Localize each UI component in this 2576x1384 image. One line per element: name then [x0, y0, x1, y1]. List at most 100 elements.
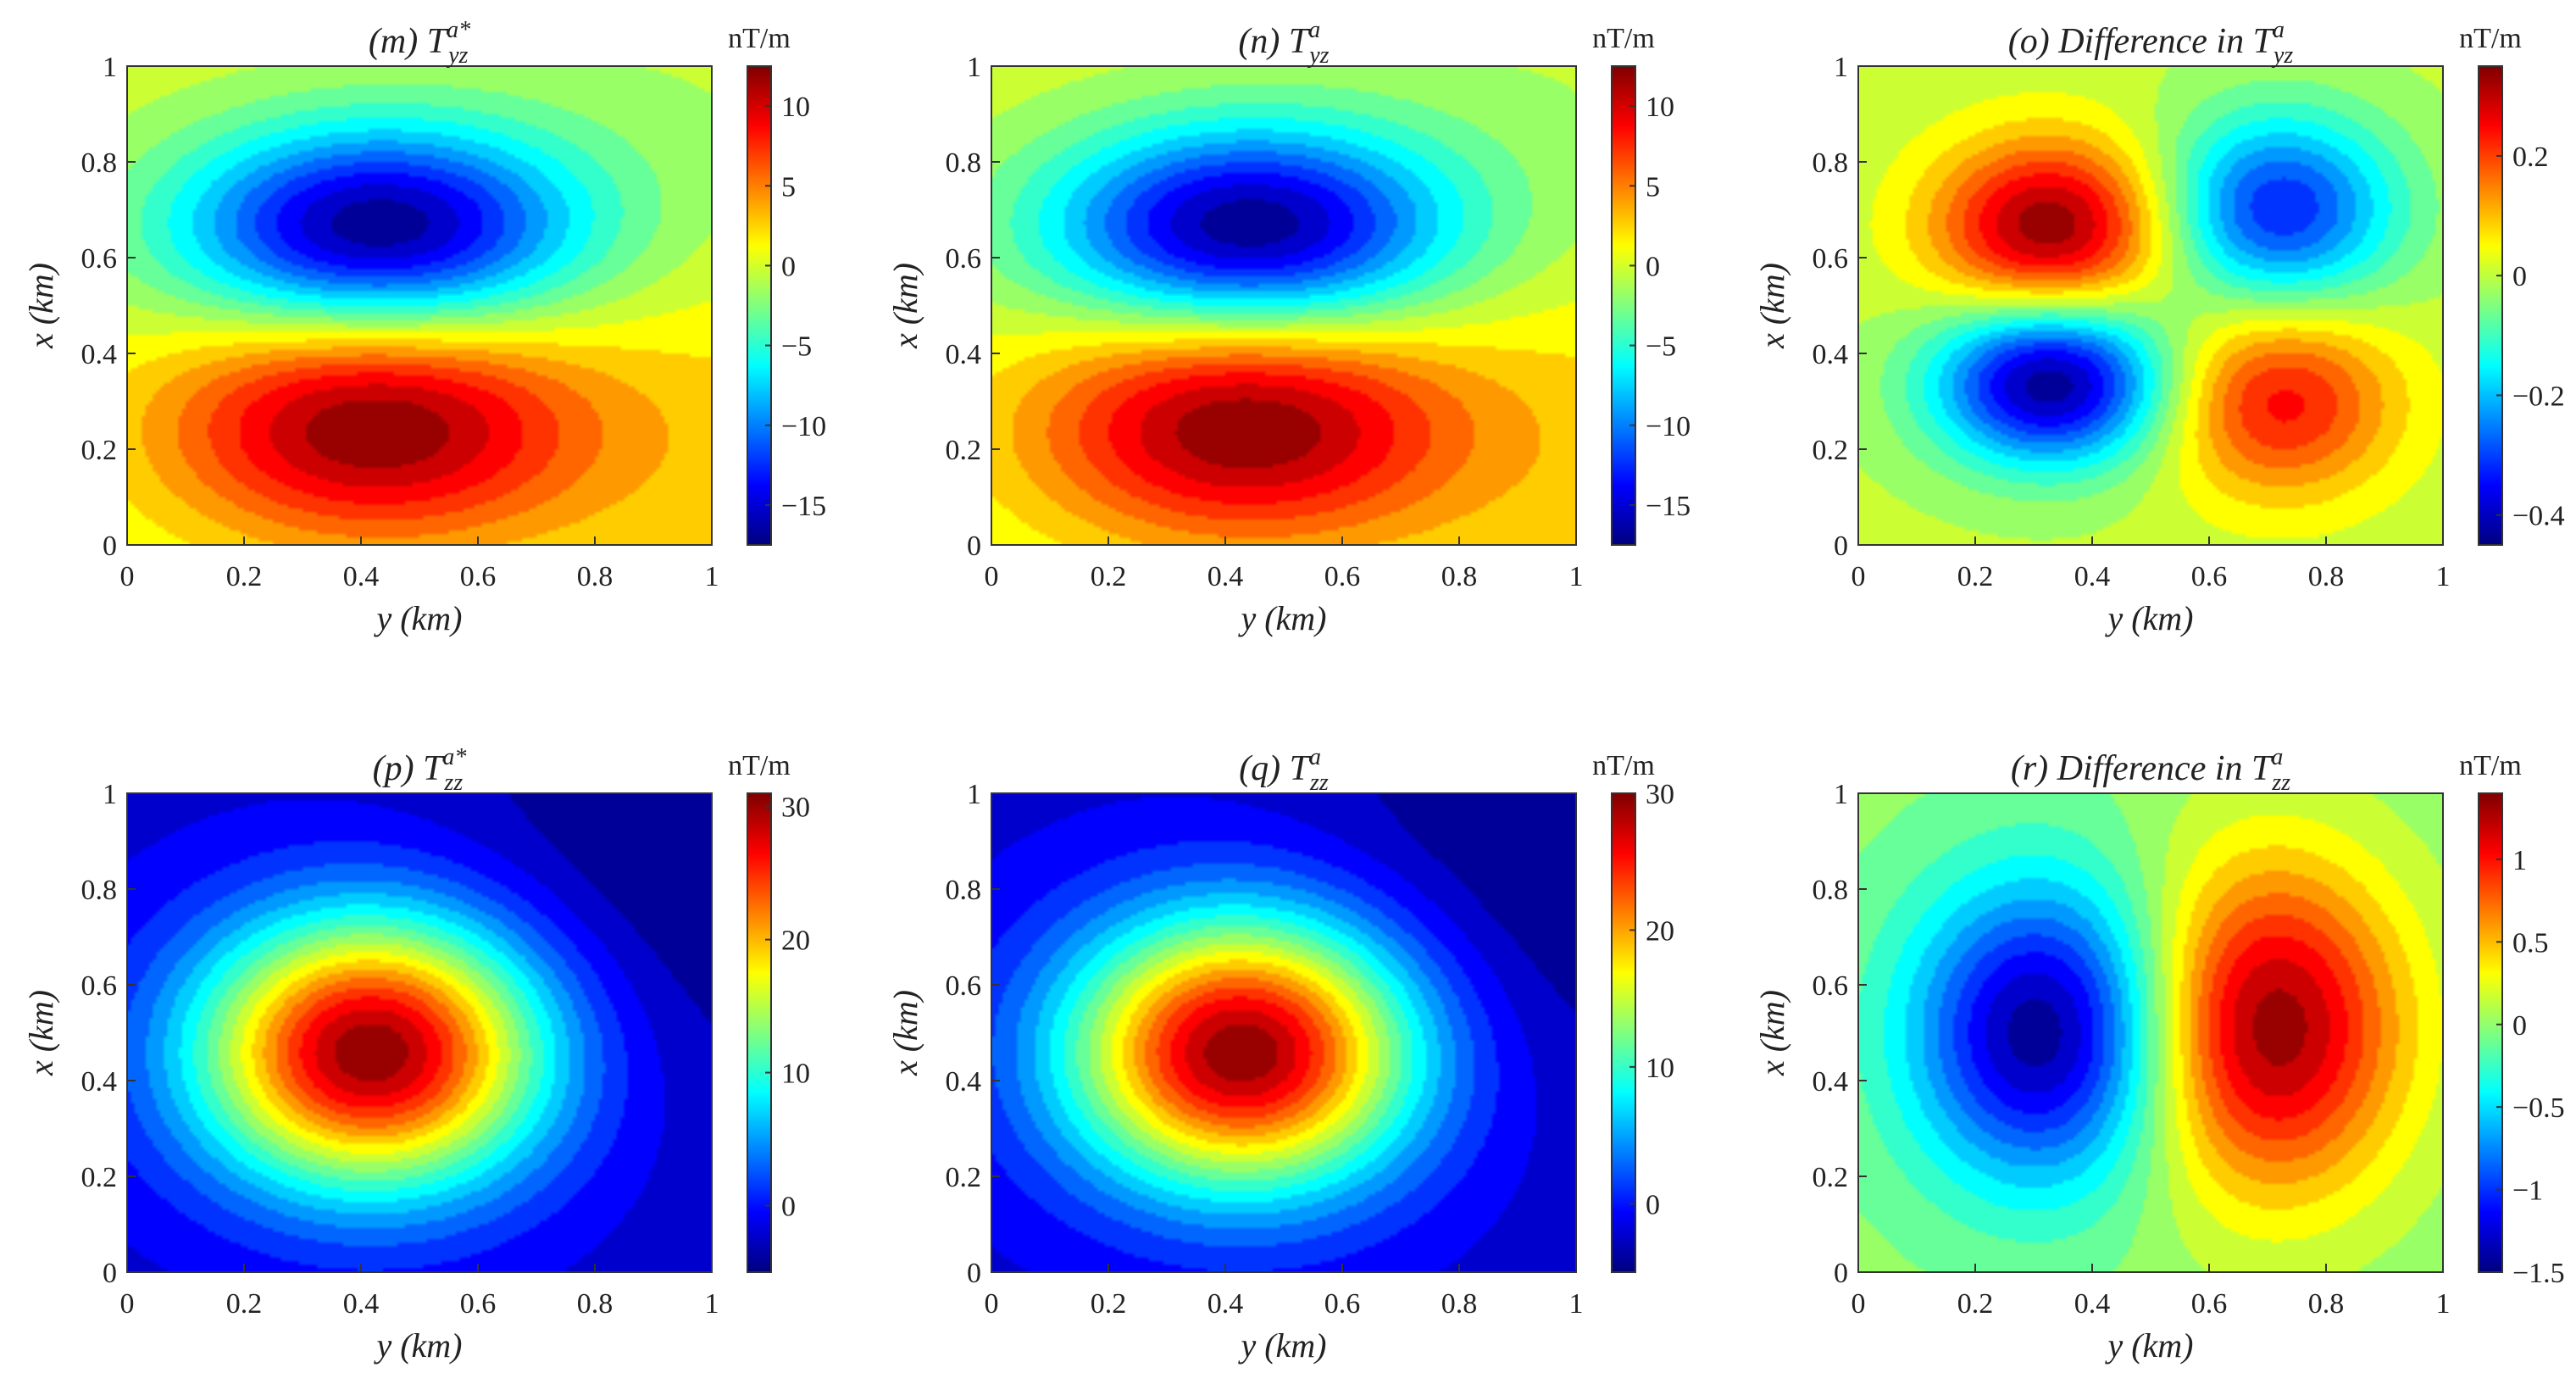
y-axis-label: x (km) — [22, 990, 60, 1076]
plot-frame — [991, 792, 1577, 1273]
y-tick-label: 0.8 — [81, 147, 118, 179]
colorbar-unit-label: nT/m — [728, 23, 791, 54]
title-symbol: T — [423, 749, 445, 788]
x-tick-label: 0.4 — [1208, 561, 1244, 592]
y-tick-label: 1 — [1834, 779, 1848, 810]
colorbar-tick-label: −5 — [781, 331, 812, 363]
x-tick-label: 0.8 — [577, 561, 613, 592]
x-tick-label: 0.2 — [1091, 561, 1127, 592]
x-tick-label: 0.2 — [226, 1288, 263, 1320]
y-axis-label: x (km) — [22, 263, 60, 349]
x-tick-label: 0.2 — [226, 561, 263, 592]
contour-map — [127, 793, 712, 1272]
title-subscript: yz — [1307, 42, 1329, 69]
x-tick-label: 1 — [1569, 561, 1584, 592]
x-tick-label: 0.8 — [2308, 1288, 2345, 1320]
x-tick-label: 0.4 — [1208, 1288, 1244, 1320]
x-tick-label: 0.2 — [1957, 1288, 1994, 1320]
x-tick-label: 1 — [705, 1288, 719, 1320]
y-tick-label: 0.4 — [1813, 339, 1849, 370]
title-subscript: zz — [1309, 770, 1329, 796]
colorbar-tick-label: −15 — [1646, 491, 1690, 522]
y-tick-label: 0.8 — [1813, 875, 1849, 906]
panel-1: 0 0.2 0.4 0.6 0.8 100.20.40.60.81y (km)x (km)… — [886, 17, 1690, 637]
y-tick-label: 0.8 — [946, 875, 982, 906]
colorbar-tick-label: 30 — [781, 792, 810, 824]
y-axis-label: x (km) — [1753, 990, 1791, 1076]
colorbar-tick-label: 10 — [1646, 92, 1674, 123]
title-label: (o) Difference in — [2008, 22, 2253, 61]
y-tick-label: 0.6 — [1813, 970, 1849, 1002]
colorbar-tick-label: −0.4 — [2512, 501, 2565, 532]
x-tick-label: 0.6 — [460, 561, 497, 592]
colorbar-unit-label: nT/m — [2459, 23, 2522, 54]
colorbar-unit-label: nT/m — [1592, 23, 1655, 54]
y-tick-label: 0.6 — [946, 243, 982, 275]
y-axis-label: x (km) — [886, 263, 924, 349]
x-tick-label: 1 — [705, 561, 719, 592]
colorbar-tick-label: 30 — [1646, 779, 1674, 810]
y-tick-label: 0.6 — [946, 970, 982, 1002]
plot-frame — [1857, 65, 2444, 546]
colorbar — [1612, 793, 1635, 1272]
contour-map — [1858, 793, 2443, 1272]
colorbar-tick-label: 0 — [2512, 1010, 2527, 1042]
colorbar — [747, 793, 771, 1272]
title-label: (q) — [1239, 749, 1289, 788]
title-superscript: a — [1308, 17, 1320, 43]
panel-title: (q) Ta zz — [1239, 744, 1329, 796]
panel-4: 0 0.2 0.4 0.6 0.8 100.20.40.60.81y (km)x (km)… — [886, 744, 1674, 1365]
plot-frame — [126, 792, 713, 1273]
plot-frame — [126, 65, 713, 546]
x-tick-label: 0 — [985, 561, 999, 592]
x-tick-label: 0 — [120, 1288, 135, 1320]
title-symbol: T — [1289, 22, 1311, 61]
y-tick-label: 0.2 — [1813, 1162, 1849, 1193]
colorbar-tick-label: −15 — [781, 491, 826, 522]
y-tick-label: 0 — [1834, 531, 1848, 562]
colorbar-tick-label: −0.2 — [2512, 381, 2565, 412]
y-tick-label: 0.4 — [1813, 1066, 1849, 1098]
colorbar-tick-label: 10 — [781, 92, 810, 123]
y-tick-label: 1 — [967, 52, 981, 83]
panel-title: (m) Ta* yz — [369, 17, 470, 69]
x-tick-label: 0.8 — [1441, 1288, 1478, 1320]
x-tick-label: 0 — [1852, 561, 1866, 592]
colorbar-tick-label: 0 — [1646, 1189, 1660, 1220]
colorbar-tick-label: −10 — [1646, 411, 1690, 442]
x-tick-label: 0 — [985, 1288, 999, 1320]
colorbar-tick-label: −1 — [2512, 1176, 2543, 1207]
x-tick-label: 0 — [120, 561, 135, 592]
colorbar-tick-label: 0.5 — [2512, 927, 2549, 959]
panel-2: 0 0.2 0.4 0.6 0.8 1 0 0.2 0.4 0.6 0.8 1 y (km) x (km)… — [1753, 17, 2565, 637]
x-axis-label: y (km) — [1237, 599, 1326, 637]
colorbar-frame — [747, 792, 772, 1273]
colorbar-tick-label: −5 — [1646, 331, 1676, 363]
y-tick-label: 0.6 — [81, 243, 118, 275]
title-subscript: zz — [2271, 770, 2290, 796]
panel-title: (p) Ta* zz — [373, 744, 467, 796]
y-tick-label: 0.2 — [1813, 435, 1849, 466]
title-label: (r) Difference in — [2011, 749, 2251, 788]
colorbar-tick-label: −1.5 — [2512, 1258, 2565, 1289]
x-tick-label: 0.6 — [460, 1288, 497, 1320]
plot-frame — [1857, 792, 2444, 1273]
x-axis-label: y (km) — [1237, 1326, 1326, 1365]
y-tick-label: 0 — [103, 1258, 117, 1289]
y-tick-label: 0.4 — [81, 339, 118, 370]
y-tick-label: 0 — [1834, 1258, 1848, 1289]
title-label: (m) — [369, 22, 427, 61]
y-axis-label: x (km) — [1753, 263, 1791, 349]
colorbar-tick-label: 0.2 — [2512, 142, 2549, 173]
colorbar — [747, 66, 771, 545]
y-tick-label: 0.4 — [81, 1066, 118, 1098]
x-tick-label: 0.2 — [1957, 561, 1994, 592]
title-symbol: T — [1290, 749, 1312, 788]
x-tick-label: 0.6 — [1324, 1288, 1361, 1320]
x-tick-label: 0.8 — [2308, 561, 2345, 592]
panel-title: (r) Difference in Ta zz — [2011, 744, 2290, 796]
y-axis-label: x (km) — [886, 990, 924, 1076]
colorbar-frame — [747, 65, 772, 546]
colorbar-frame — [2478, 65, 2503, 546]
